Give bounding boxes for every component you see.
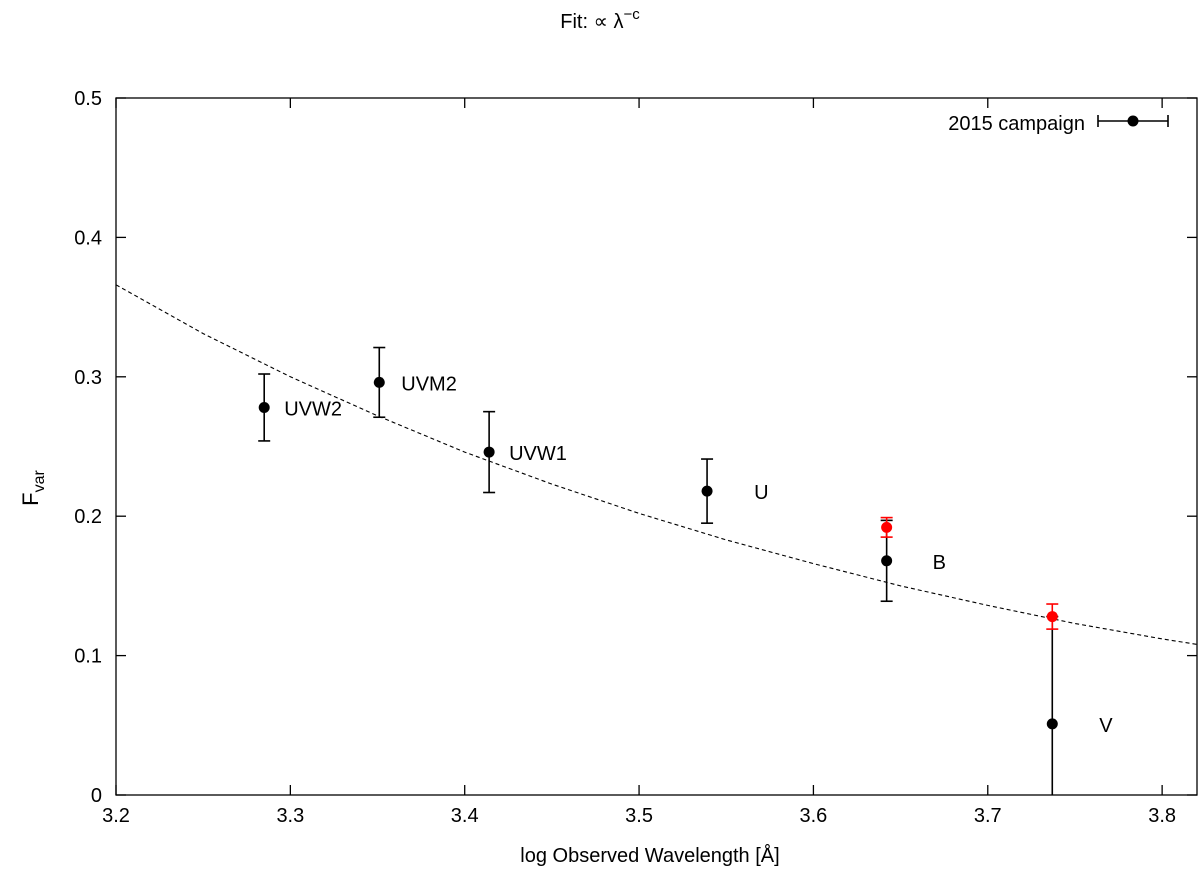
data-point — [1046, 611, 1058, 623]
y-tick-label: 0.3 — [74, 367, 102, 389]
svg-text:Fvar: Fvar — [18, 469, 48, 505]
y-tick-label: 0.5 — [74, 88, 102, 110]
x-tick-label: 3.6 — [800, 805, 828, 827]
legend: 2015 campaign — [948, 113, 1169, 135]
point-label: U — [754, 482, 768, 504]
fit-curve — [115, 284, 1198, 645]
point-label: B — [933, 552, 946, 574]
y-tick-label: 0.2 — [74, 506, 102, 528]
y-tick-label: 0.1 — [74, 646, 102, 668]
point-label: UVM2 — [401, 373, 457, 395]
plot-frame — [115, 97, 1198, 796]
data-point — [701, 485, 713, 497]
x-tick-label: 3.7 — [974, 805, 1002, 827]
x-axis-label: log Observed Wavelength [Å] — [520, 844, 779, 867]
y-axis-label: Fvar — [18, 469, 48, 505]
data-point — [373, 376, 385, 388]
y-tick-label: 0 — [91, 785, 102, 807]
point-label: UVW2 — [284, 398, 342, 420]
legend-label: 2015 campaign — [948, 113, 1085, 135]
chart-title: Fit: ∝ λ−c — [560, 6, 640, 33]
x-tick-label: 3.2 — [102, 805, 130, 827]
x-tick-label: 3.3 — [276, 805, 304, 827]
point-label: V — [1099, 715, 1113, 737]
data-point — [881, 555, 893, 567]
legend-marker — [1127, 115, 1139, 127]
y-tick-label: 0.4 — [74, 227, 102, 249]
x-tick-label: 3.5 — [625, 805, 653, 827]
data-point — [258, 401, 270, 413]
x-tick-label: 3.4 — [451, 805, 479, 827]
data-point — [483, 446, 495, 458]
x-tick-label: 3.8 — [1148, 805, 1176, 827]
point-label: UVW1 — [509, 443, 567, 465]
data-point — [1046, 718, 1058, 730]
data-point — [881, 521, 893, 533]
